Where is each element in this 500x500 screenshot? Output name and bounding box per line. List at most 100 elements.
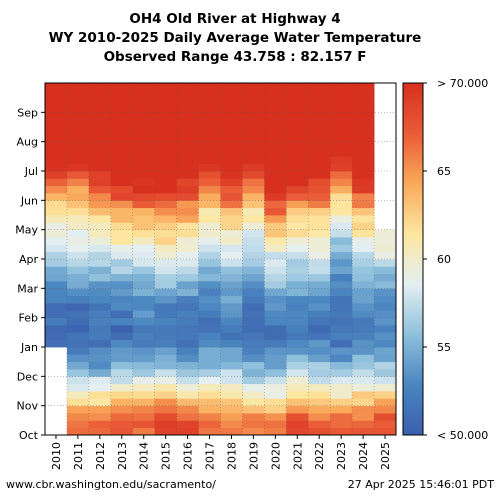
heatmap-cell [66,259,90,267]
heatmap-cell [330,229,353,238]
heatmap-cell [88,361,112,370]
heatmap-cell [374,398,397,407]
colorbar-tick-label: > 70.000 [437,77,488,90]
heatmap-cell [66,317,90,326]
heatmap-cell [374,361,397,370]
heatmap-cell [176,90,199,99]
heatmap-cell [286,127,309,135]
heatmap-cell [264,266,287,275]
heatmap-cell [132,413,156,421]
heatmap-cell [66,383,90,392]
heatmap-cell [198,281,221,289]
heatmap-cell [242,171,265,179]
heatmap-cell [286,376,309,385]
heatmap-cell [154,391,178,399]
heatmap-cell [132,339,156,348]
heatmap-cell [132,347,156,355]
heatmap-cell [220,83,243,91]
heatmap-cell [88,105,112,113]
heatmap-cell [308,149,331,157]
heatmap-cell [286,244,309,253]
heatmap-cell [308,317,331,326]
heatmap-cell [374,259,397,267]
heatmap-cell [132,361,156,370]
heatmap-cell [66,361,90,370]
heatmap-cell [132,354,156,363]
heatmap-cell [198,405,221,414]
heatmap-cell [352,178,375,187]
heatmap-cell [154,376,178,385]
heatmap-cell [242,134,265,143]
heatmap-cell [330,310,353,319]
heatmap-cell [176,193,199,201]
heatmap-cell [66,427,90,436]
heatmap-cell [66,405,90,414]
heatmap-cell [286,361,309,370]
heatmap-cell [198,229,221,238]
y-tick-label: Jun [20,194,38,207]
heatmap-cell [220,178,243,187]
y-tick-label: Nov [17,400,39,413]
heatmap-cell [198,303,221,311]
heatmap-cell [352,105,375,113]
heatmap-cell [198,171,221,179]
heatmap-cell [220,310,243,319]
heatmap-cell [176,97,199,106]
heatmap-cell [286,207,309,216]
heatmap-cell [242,105,265,113]
heatmap-cell [330,251,353,260]
heatmap-cell [110,332,134,341]
heatmap-cell [308,273,331,282]
heatmap-cell [154,215,178,223]
heatmap-cell [110,405,134,414]
heatmap-cell [242,354,265,363]
heatmap-cell [110,229,134,238]
heatmap-cell [198,369,221,377]
heatmap-cell [132,369,156,377]
heatmap-cell [286,141,309,150]
heatmap-cell [220,156,243,165]
heatmap-cell [220,405,243,414]
heatmap-cell [198,273,221,282]
heatmap-cell [154,127,178,135]
x-tick-label: 2023 [335,442,348,470]
heatmap-cell [264,156,287,165]
heatmap-cell [176,317,199,326]
heatmap-cell [154,229,178,238]
heatmap-cell [308,215,331,223]
heatmap-cell [154,83,178,91]
x-tick-label: 2013 [116,442,129,470]
heatmap-cell [220,413,243,421]
heatmap-cell [176,105,199,113]
heatmap-cell [374,383,397,392]
heatmap-cell [264,171,287,179]
heatmap-cell [374,420,397,429]
heatmap-cell [132,171,156,179]
heatmap-cell [176,222,199,231]
heatmap-cell [45,105,68,113]
heatmap-cell [352,398,375,407]
heatmap-cell [220,325,243,333]
heatmap-cell [374,266,397,275]
heatmap-cell [330,281,353,289]
heatmap-cell [242,310,265,319]
heatmap-cell [286,156,309,165]
heatmap-cell [352,222,375,231]
y-axis: Oct Nov Dec Jan Feb Mar Apr May Jun Jul Aug Sep [15,106,45,442]
heatmap-cell [176,325,199,333]
heatmap-cell [220,361,243,370]
colorbar-tick-label: < 50.000 [437,429,488,442]
heatmap-cell [45,237,68,245]
x-tick-label: 2010 [50,442,63,470]
heatmap-cell [198,141,221,150]
heatmap-cell [154,295,178,304]
heatmap-cell [286,295,309,304]
heatmap-cell [110,310,134,319]
heatmap-cell [308,295,331,304]
heatmap-cell [198,244,221,253]
heatmap-cell [352,200,375,209]
observed-range: Observed Range 43.758 : 82.157 F [103,49,367,65]
heatmap-cell [374,273,397,282]
heatmap-cell [264,134,287,143]
heatmap-cell [132,295,156,304]
